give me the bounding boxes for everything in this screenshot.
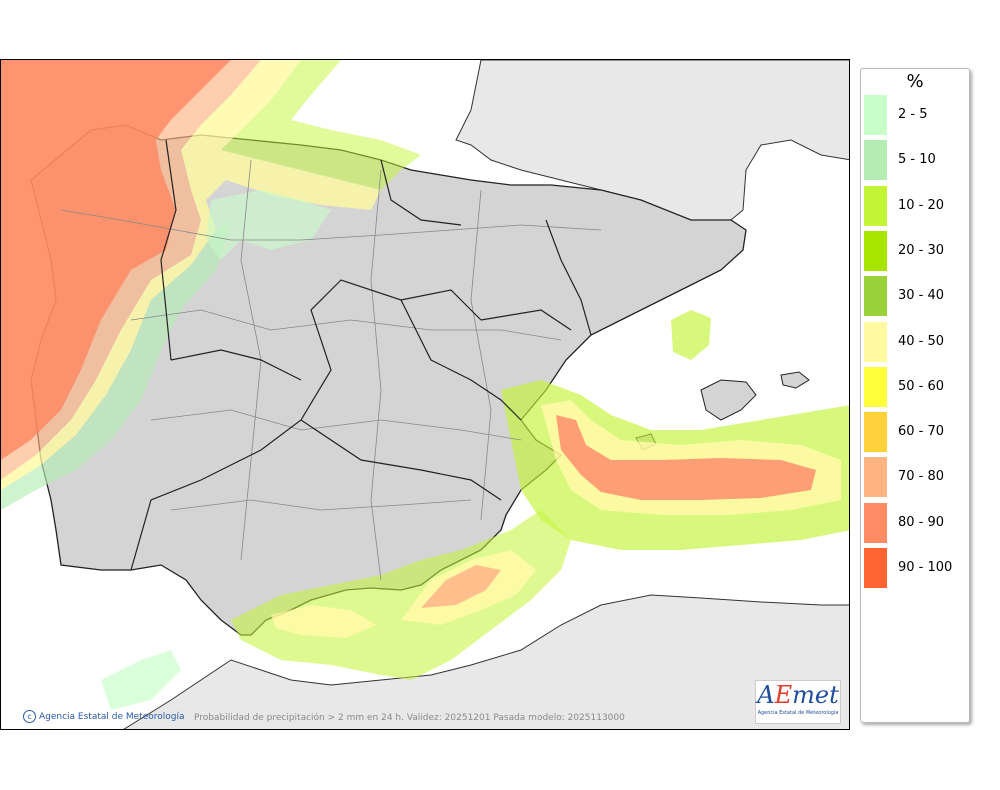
north-africa-land [123,594,849,729]
legend-label: 50 - 60 [898,378,945,394]
legend-item: 40 - 50 [864,321,964,362]
legend-swatch [864,185,887,226]
legend-title: % [906,71,924,92]
precip-east-red [556,415,816,500]
menorca [780,371,810,389]
aemet-logo: AEmet Agencia Estatal de Meteorología [755,680,841,724]
precip-north-40-60 [1,60,381,490]
legend-swatch [864,95,887,135]
map-caption: Probabilidad de precipitación > 2 mm en … [194,713,625,723]
legend-item: 30 - 40 [864,276,964,317]
legend-swatch [864,230,887,271]
precip-nw-80-90 [1,60,231,460]
legend-item: 60 - 70 [864,412,964,453]
legend-item: 50 - 60 [864,366,964,407]
legend-item: 90 - 100 [864,548,964,588]
legend-label: 80 - 90 [898,514,945,530]
legend-label: 10 - 20 [898,197,945,213]
legend-item: 10 - 20 [864,185,964,226]
legend-item: 20 - 30 [864,230,964,271]
legend-label: 90 - 100 [898,560,953,575]
legend-label: 70 - 80 [898,469,945,485]
logo-mark: AEmet [757,681,839,709]
precip-gibraltar-yellow [271,605,376,638]
precip-outer-5-20 [221,60,421,190]
legend-item: 70 - 80 [864,457,964,498]
legend-item: 80 - 90 [864,502,964,543]
mallorca [700,379,757,421]
legend-item: 2 - 5 [864,95,964,135]
map-canvas [1,60,849,729]
legend-swatch [864,321,887,362]
legend-swatch [864,140,887,181]
legend-swatch [864,502,887,543]
precip-south-green [231,510,571,680]
precip-central-2-5 [206,190,331,260]
legend-swatch [864,366,887,407]
legend-label: 40 - 50 [898,333,945,349]
legend-swatch [864,457,887,498]
legend-item: 5 - 10 [864,140,964,181]
legend-swatch [864,548,887,588]
legend: % 2 - 5 5 - 10 10 - 20 20 - 30 30 - 40 40 - 5… [860,68,970,723]
logo-subtitle: Agencia Estatal de Meteorología [757,710,839,716]
agency-credit: c Agencia Estatal de Meteorología [23,710,185,723]
legend-label: 5 - 10 [898,152,936,168]
legend-swatch [864,412,887,453]
legend-label: 60 - 70 [898,424,945,440]
precip-south-red [421,565,501,608]
legend-label: 20 - 30 [898,242,945,258]
legend-swatch [864,276,887,317]
precip-west-5-10 [1,220,231,510]
legend-label: 2 - 5 [898,107,928,122]
region-borders [130,139,592,571]
legend-label: 30 - 40 [898,288,945,304]
precip-sw-2-5 [101,650,181,710]
precip-overlay [1,60,849,710]
precipitation-map: c Agencia Estatal de Meteorología Probab… [0,59,850,730]
precip-east-small [671,310,711,360]
copyright-icon: c [23,710,36,723]
precip-nw-70-80 [1,60,261,480]
credit-text: Agencia Estatal de Meteorología [39,711,185,722]
